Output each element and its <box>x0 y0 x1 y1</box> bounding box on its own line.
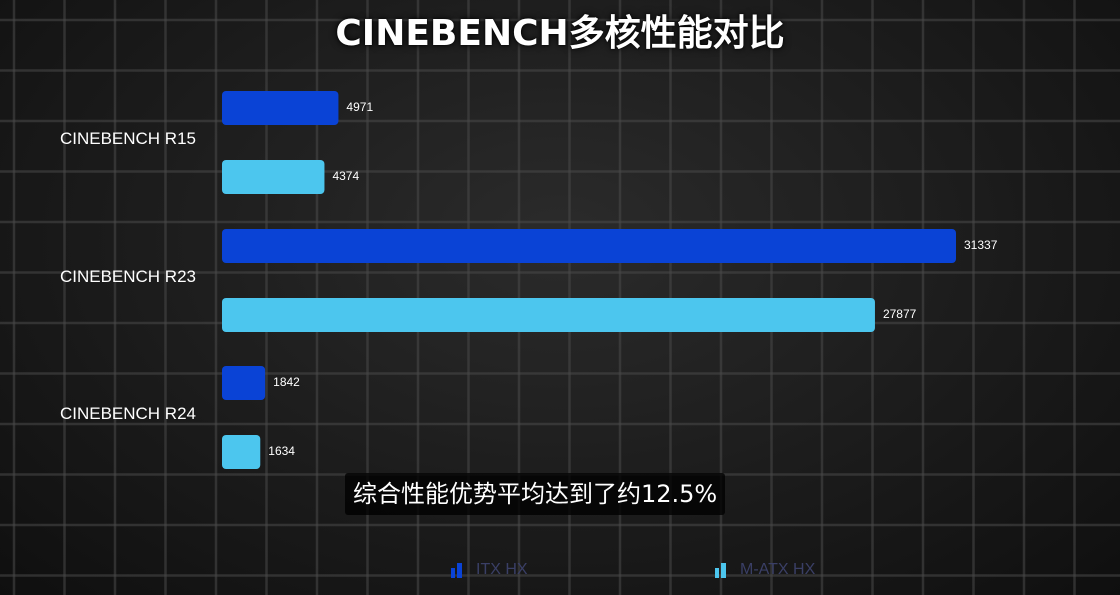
bar-matx <box>222 298 875 332</box>
bar-matx <box>222 160 325 194</box>
bar-chart-icon <box>715 563 726 578</box>
data-label: 27877 <box>883 307 917 321</box>
page-title: CINEBENCH多核性能对比 <box>335 13 785 54</box>
data-label: 1842 <box>273 375 300 389</box>
category-label: CINEBENCH R23 <box>60 267 196 286</box>
data-label: 1634 <box>268 444 295 458</box>
bar-chart-icon <box>451 563 462 578</box>
data-label: 4971 <box>346 100 373 114</box>
caption-subtitle: 综合性能优势平均达到了约12.5% <box>345 473 726 515</box>
data-label: 4374 <box>332 169 359 183</box>
category-label: CINEBENCH R15 <box>60 129 196 148</box>
legend-item-matx: M-ATX HX <box>714 558 815 582</box>
legend-label-itx: ITX HX <box>476 561 528 578</box>
category-label: CINEBENCH R24 <box>60 404 196 423</box>
data-label: 31337 <box>964 238 998 252</box>
bar-matx <box>222 435 261 469</box>
legend-label-matx: M-ATX HX <box>740 561 816 578</box>
bar-itx <box>222 91 339 125</box>
legend-item-itx: ITX HX <box>450 558 528 582</box>
bar-itx <box>222 366 266 400</box>
bar-itx <box>222 229 956 263</box>
